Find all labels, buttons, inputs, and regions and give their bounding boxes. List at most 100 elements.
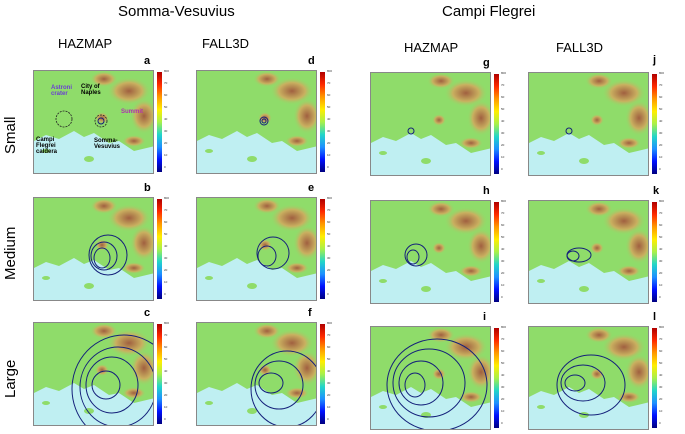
colorbar-tick-label: 800 bbox=[659, 71, 665, 75]
panel-letter: c bbox=[144, 307, 151, 319]
colorbar-tick-label: 70 bbox=[327, 333, 331, 337]
colorbar-tick-label: 20 bbox=[659, 143, 663, 147]
colorbar-tick-label: 20 bbox=[164, 393, 168, 397]
map-image bbox=[196, 322, 317, 426]
colorbar-tick-label: 50 bbox=[327, 232, 331, 236]
colorbar-tick-label: 10 bbox=[164, 280, 168, 284]
colorbar-tick-label: 800 bbox=[659, 325, 665, 329]
panel-g: g 800 70 60 50 40 30 20 10 0 bbox=[370, 57, 515, 182]
colorbar-tick-label: 40 bbox=[501, 373, 505, 377]
colorbar-tick-label: 30 bbox=[164, 256, 168, 260]
colorbar-tick-label: 800 bbox=[327, 196, 333, 200]
panel-letter: e bbox=[308, 182, 315, 194]
panel-f: f 800 70 60 50 40 30 20 10 0 bbox=[196, 307, 341, 432]
colorbar bbox=[652, 328, 657, 428]
colorbar-tick-label: 30 bbox=[164, 381, 168, 385]
colorbar-tick-label: 20 bbox=[164, 141, 168, 145]
colorbar bbox=[320, 324, 325, 424]
colorbar-ticks: 800 70 60 50 40 30 20 10 0 bbox=[327, 197, 337, 301]
group-title-somma-vesuvius: Somma-Vesuvius bbox=[118, 3, 235, 20]
map-image bbox=[370, 200, 491, 304]
colorbar-tick-label: 0 bbox=[501, 421, 503, 425]
colorbar-tick-label: 30 bbox=[327, 381, 331, 385]
colorbar-tick-label: 40 bbox=[501, 119, 505, 123]
panel-letter: l bbox=[653, 311, 657, 323]
colorbar-tick-label: 20 bbox=[327, 268, 331, 272]
row-label-large: Large bbox=[2, 359, 19, 398]
colorbar-tick-label: 20 bbox=[659, 397, 663, 401]
colorbar-tick-label: 0 bbox=[501, 167, 503, 171]
colorbar-tick-label: 70 bbox=[164, 333, 168, 337]
colorbar-ticks: 800 70 60 50 40 30 20 10 0 bbox=[501, 72, 511, 176]
panel-letter: b bbox=[144, 182, 151, 194]
colorbar-tick-label: 70 bbox=[659, 83, 663, 87]
colorbar-tick-label: 50 bbox=[501, 361, 505, 365]
colorbar-tick-label: 50 bbox=[659, 361, 663, 365]
colorbar-tick-label: 20 bbox=[501, 271, 505, 275]
colorbar-ticks: 800 70 60 50 40 30 20 10 0 bbox=[501, 200, 511, 304]
colorbar-tick-label: 50 bbox=[659, 107, 663, 111]
colorbar-tick-label: 70 bbox=[327, 81, 331, 85]
colorbar-tick-label: 10 bbox=[164, 405, 168, 409]
colorbar-tick-label: 70 bbox=[501, 337, 505, 341]
colorbar bbox=[157, 199, 162, 299]
colorbar-ticks: 800 70 60 50 40 30 20 10 0 bbox=[164, 70, 174, 174]
panel-letter: a bbox=[144, 55, 151, 67]
panel-d: d 800 70 60 50 40 30 20 10 0 bbox=[196, 55, 341, 180]
colorbar-tick-label: 800 bbox=[659, 199, 665, 203]
colorbar bbox=[320, 199, 325, 299]
map-image bbox=[528, 326, 649, 430]
colorbar-tick-label: 0 bbox=[327, 165, 329, 169]
colorbar-tick-label: 10 bbox=[164, 153, 168, 157]
colorbar-tick-label: 30 bbox=[659, 385, 663, 389]
colorbar-tick-label: 800 bbox=[501, 199, 507, 203]
colorbar-tick-label: 60 bbox=[164, 220, 168, 224]
colorbar-tick-label: 800 bbox=[501, 325, 507, 329]
colorbar-tick-label: 50 bbox=[164, 105, 168, 109]
colorbar-tick-label: 800 bbox=[327, 69, 333, 73]
panel-c: c 800 70 60 50 40 30 20 10 0 bbox=[33, 307, 178, 432]
colorbar-tick-label: 60 bbox=[501, 349, 505, 353]
colorbar-tick-label: 0 bbox=[164, 165, 166, 169]
colorbar-tick-label: 60 bbox=[327, 220, 331, 224]
colorbar-ticks: 800 70 60 50 40 30 20 10 0 bbox=[327, 322, 337, 426]
colorbar-tick-label: 20 bbox=[327, 141, 331, 145]
colorbar-tick-label: 50 bbox=[164, 232, 168, 236]
colorbar-tick-label: 30 bbox=[501, 259, 505, 263]
colorbar-tick-label: 40 bbox=[501, 247, 505, 251]
colorbar-tick-label: 10 bbox=[327, 153, 331, 157]
colorbar-tick-label: 800 bbox=[501, 71, 507, 75]
colorbar-tick-label: 20 bbox=[501, 143, 505, 147]
colorbar-tick-label: 10 bbox=[659, 409, 663, 413]
colorbar bbox=[157, 324, 162, 424]
colorbar-tick-label: 30 bbox=[659, 131, 663, 135]
panel-i: i 800 70 60 50 40 30 20 10 0 bbox=[370, 311, 515, 430]
colorbar-tick-label: 70 bbox=[164, 81, 168, 85]
colorbar-tick-label: 30 bbox=[164, 129, 168, 133]
colorbar-tick-label: 800 bbox=[164, 69, 170, 73]
map-image bbox=[196, 70, 317, 174]
panel-j: j 800 70 60 50 40 30 20 10 0 bbox=[528, 54, 673, 182]
colorbar-tick-label: 0 bbox=[164, 292, 166, 296]
colorbar bbox=[157, 72, 162, 172]
colorbar-tick-label: 40 bbox=[164, 369, 168, 373]
colorbar-tick-label: 30 bbox=[327, 129, 331, 133]
column-title-hazmap-1: HAZMAP bbox=[58, 36, 113, 51]
colorbar-tick-label: 70 bbox=[659, 337, 663, 341]
colorbar-tick-label: 40 bbox=[164, 117, 168, 121]
map-image bbox=[528, 72, 649, 176]
map-image bbox=[33, 197, 154, 301]
colorbar-tick-label: 10 bbox=[501, 155, 505, 159]
panel-letter: h bbox=[483, 185, 490, 197]
map-image bbox=[370, 326, 491, 430]
colorbar-tick-label: 50 bbox=[501, 107, 505, 111]
colorbar-tick-label: 20 bbox=[659, 271, 663, 275]
colorbar-tick-label: 70 bbox=[501, 211, 505, 215]
colorbar-tick-label: 20 bbox=[327, 393, 331, 397]
colorbar-tick-label: 60 bbox=[659, 223, 663, 227]
map-image bbox=[196, 197, 317, 301]
row-label-medium: Medium bbox=[2, 226, 19, 280]
colorbar-tick-label: 10 bbox=[327, 280, 331, 284]
colorbar-tick-label: 0 bbox=[327, 292, 329, 296]
colorbar-tick-label: 40 bbox=[327, 369, 331, 373]
